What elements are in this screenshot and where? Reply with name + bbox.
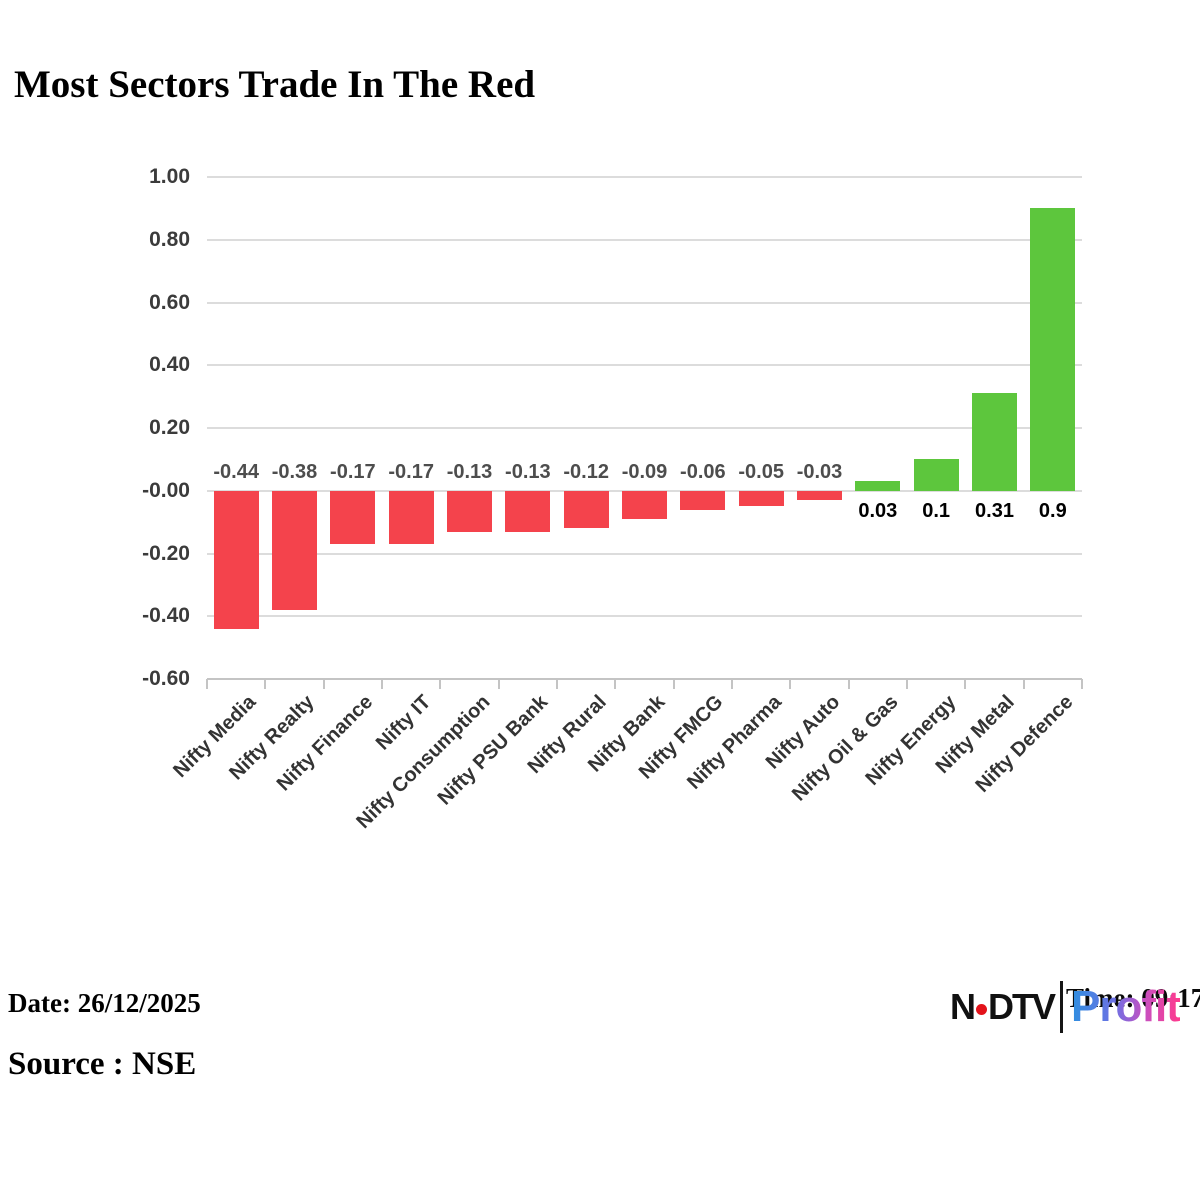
bar-nifty-oil-gas	[855, 481, 901, 491]
bar-nifty-psu-bank	[505, 490, 551, 532]
y-axis-tick-label: -0.40	[142, 604, 190, 628]
profit-wordmark: Profit	[1071, 982, 1181, 1031]
bar-value-label: -0.38	[271, 460, 318, 483]
x-axis-tick	[789, 679, 792, 689]
y-axis-tick-label: 1.00	[149, 165, 190, 188]
gridline	[207, 615, 1082, 618]
x-axis-tick	[439, 679, 442, 689]
ndtv-red-dot-icon	[976, 1003, 987, 1015]
y-axis-tick-label: -0.60	[142, 667, 190, 690]
bar-value-label: 0.1	[922, 499, 951, 522]
bar-value-label: -0.44	[213, 460, 259, 483]
gridline	[207, 427, 1082, 429]
x-axis-tick	[906, 679, 908, 689]
bar-value-label: 0.9	[1038, 499, 1067, 522]
bar-nifty-auto	[797, 490, 842, 501]
x-axis-tick	[264, 679, 267, 689]
bar-value-label: -0.13	[446, 460, 493, 483]
gridline	[207, 552, 1082, 555]
bar-value-label: -0.12	[563, 460, 609, 483]
x-axis-tick	[381, 679, 383, 689]
bar-nifty-it	[388, 490, 434, 545]
bar-nifty-finance	[330, 490, 376, 545]
x-axis-tick	[206, 679, 208, 689]
gridline	[207, 176, 1082, 178]
x-axis-line	[207, 678, 1082, 680]
bar-value-label: -0.13	[505, 460, 551, 483]
time-label: Time: 09:17	[1066, 983, 1200, 1014]
gridline	[207, 301, 1082, 304]
x-axis-tick	[847, 679, 850, 689]
chart-title: Most Sectors Trade In The Red	[14, 63, 536, 106]
gridline	[207, 238, 1082, 241]
bar-value-label: -0.06	[680, 460, 726, 483]
bar-nifty-pharma	[738, 490, 784, 507]
bar-value-label: -0.03	[796, 460, 843, 483]
x-axis-tick	[497, 679, 500, 689]
bar-value-label: -0.17	[388, 460, 434, 483]
ndtv-letters-dtv: DTV	[988, 986, 1056, 1027]
x-axis-tick	[1022, 679, 1025, 689]
source-label: Source : NSE	[8, 1046, 197, 1082]
bar-value-label: -0.09	[621, 460, 668, 483]
bar-value-label: 0.03	[858, 499, 898, 522]
x-axis-tick	[556, 679, 558, 689]
ndtv-letter-n: N	[950, 986, 976, 1027]
y-axis-tick-label: -0.20	[142, 541, 190, 565]
y-axis-tick-label: 0.20	[149, 416, 190, 439]
x-axis-tick	[322, 679, 325, 689]
bar-nifty-defence	[1030, 208, 1076, 491]
x-axis-tick	[964, 679, 967, 689]
bar-nifty-consumption	[447, 490, 492, 532]
bar-nifty-bank	[622, 490, 667, 519]
y-axis-tick-label: -0.00	[142, 478, 190, 502]
logo-separator	[1060, 981, 1063, 1033]
x-axis-tick	[614, 679, 617, 689]
bar-nifty-realty	[272, 490, 317, 610]
y-axis-tick-label: 0.80	[149, 227, 190, 251]
bar-nifty-energy	[913, 459, 959, 491]
y-axis-tick-label: 0.40	[149, 353, 190, 377]
y-axis-tick-label: 0.60	[149, 290, 190, 314]
bar-value-label: 0.31	[975, 499, 1014, 522]
bar-value-label: -0.05	[738, 460, 784, 483]
x-axis-tick	[1081, 679, 1083, 689]
ndtv-wordmark: N DTV	[950, 986, 1056, 1027]
bar-nifty-fmcg	[680, 490, 726, 510]
x-axis-tick	[672, 679, 675, 689]
gridline	[207, 364, 1082, 367]
ndtv-profit-logo: N DTV Profit	[950, 981, 1181, 1033]
date-label: Date: 26/12/2025	[8, 988, 201, 1018]
bar-nifty-metal	[972, 393, 1017, 491]
x-axis-tick	[731, 679, 733, 689]
bar-value-label: -0.17	[330, 460, 376, 483]
bar-nifty-media	[213, 490, 259, 629]
sector-bar-chart: 1.00 0.80 0.60 0.40 0.20 -0.00 -0.20 -0.40 -0.60…	[142, 165, 1083, 833]
bar-nifty-rural	[563, 490, 609, 529]
